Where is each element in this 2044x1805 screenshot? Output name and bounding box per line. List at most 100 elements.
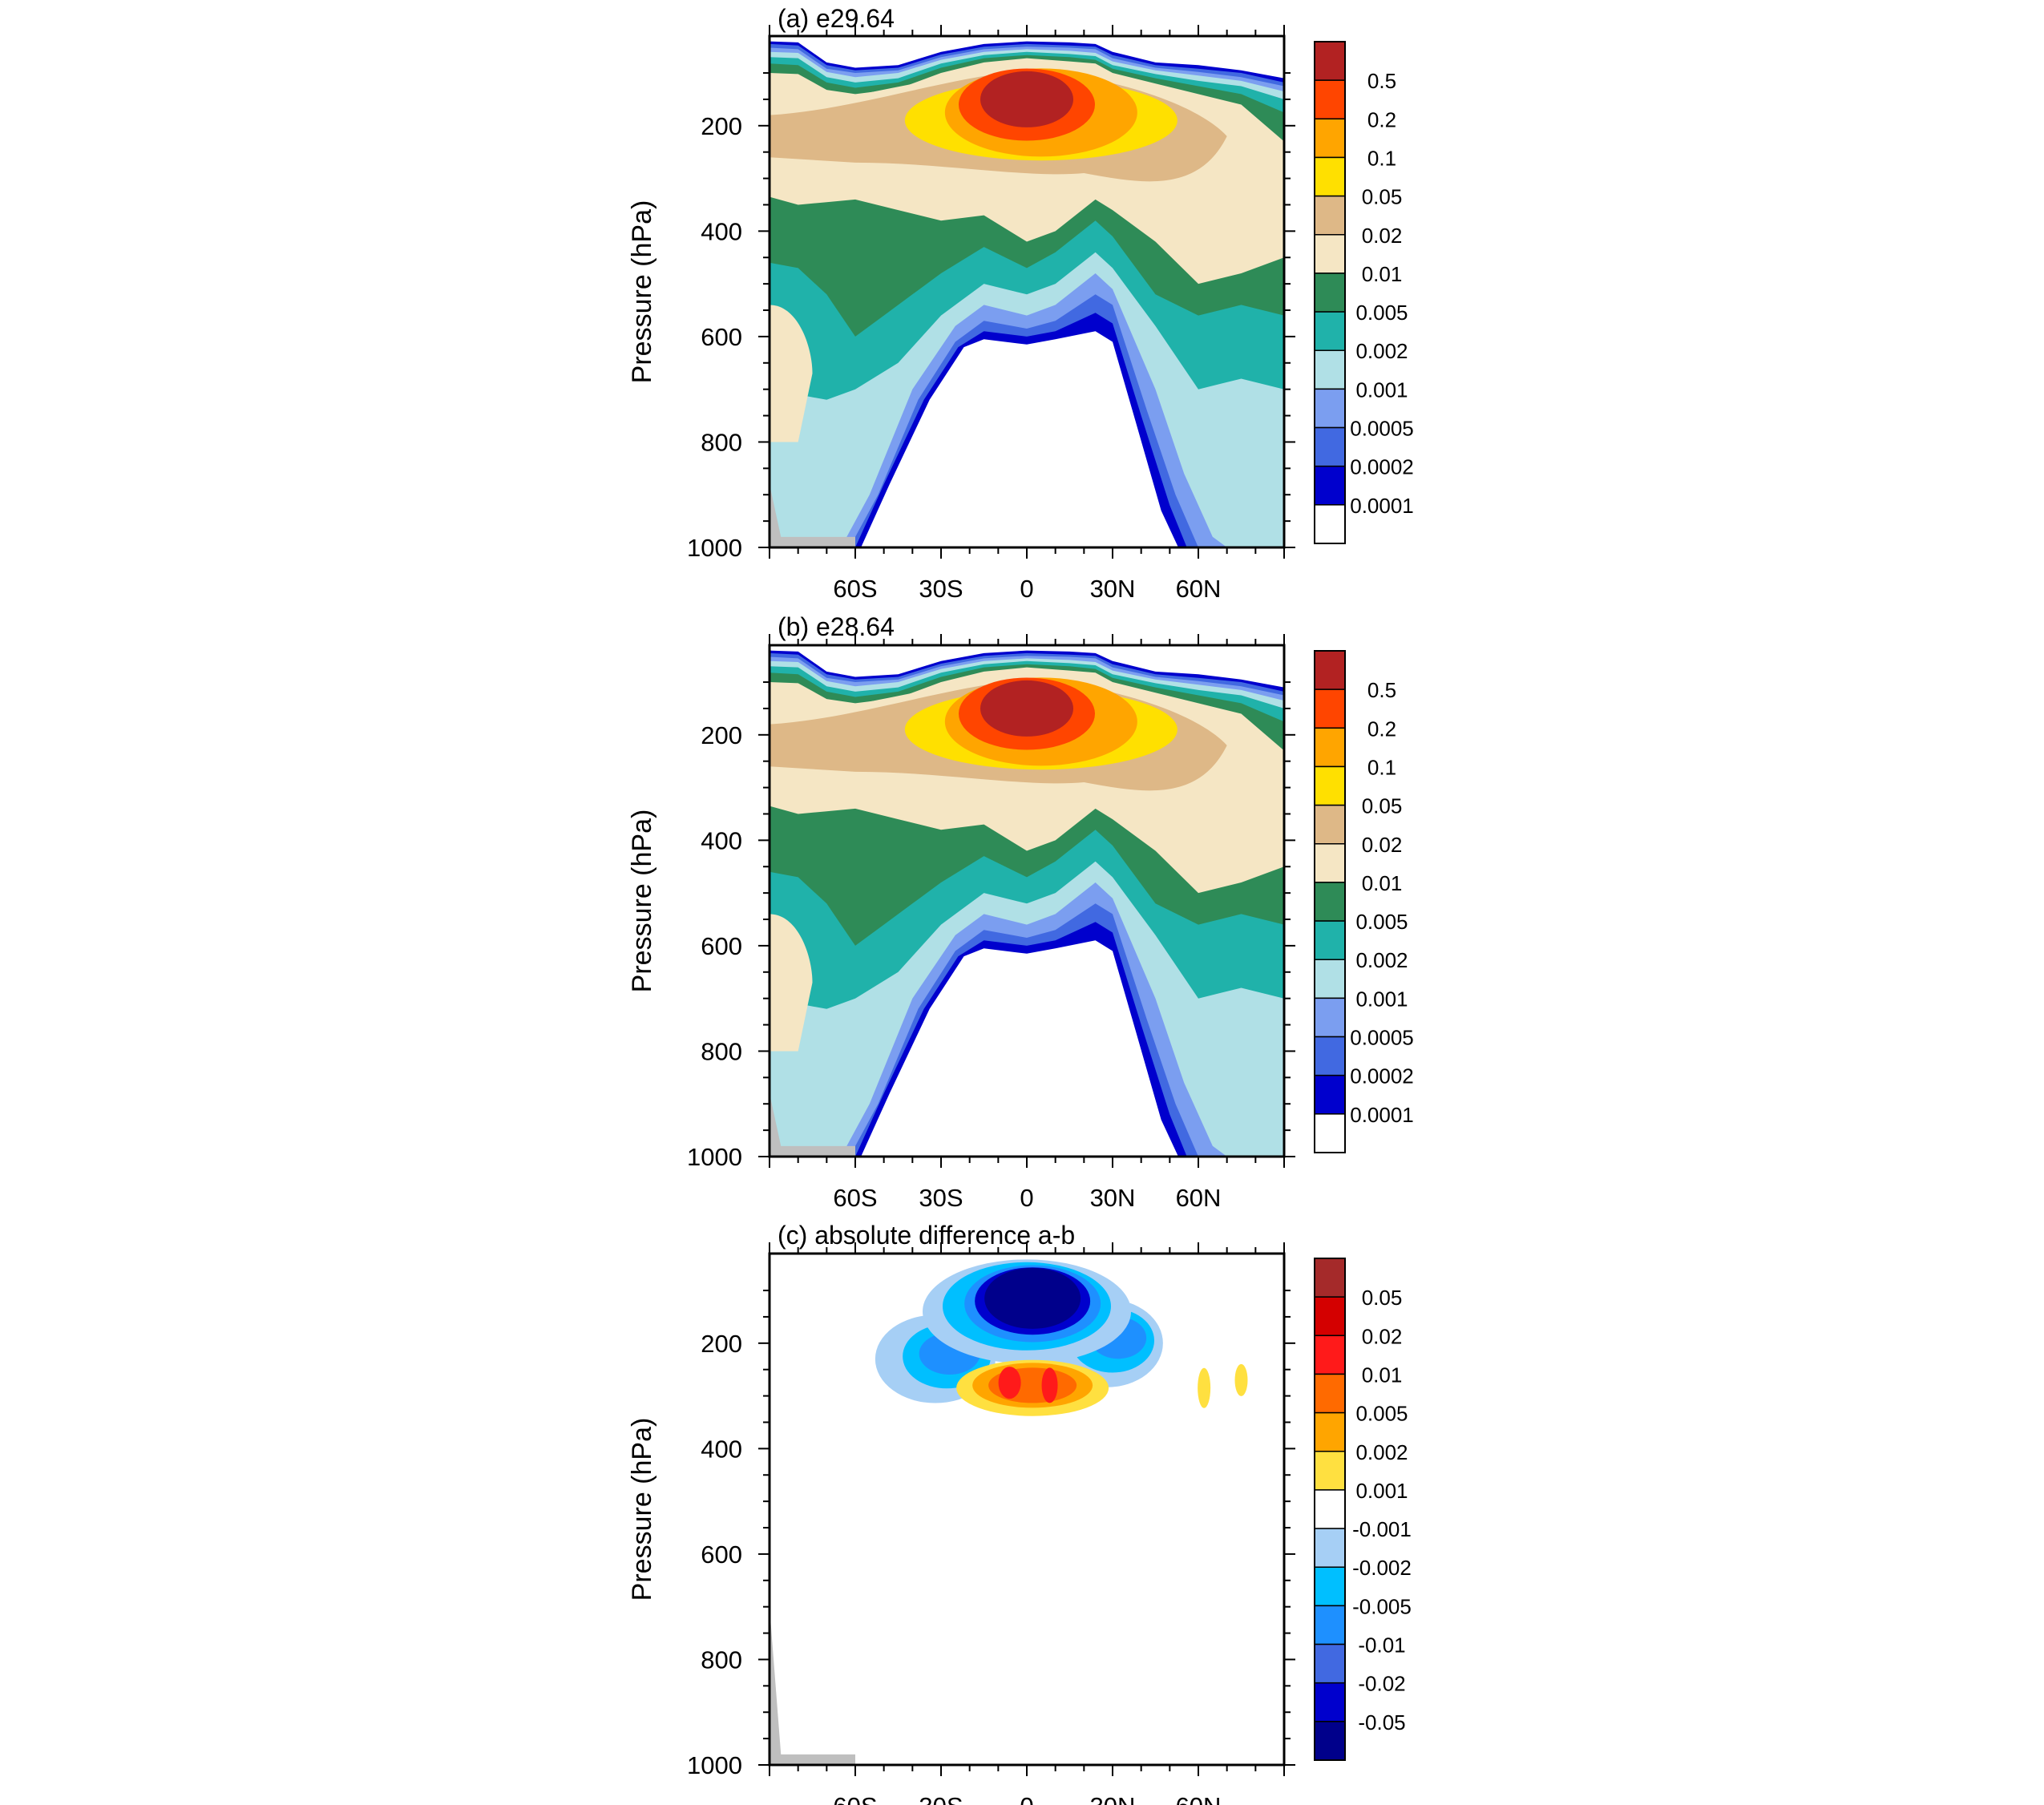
colorbar-swatch [1314,1258,1346,1298]
colorbar-swatch [1314,311,1346,351]
colorbar-label: 0.001 [1355,378,1408,402]
y-tick-label: 400 [701,217,742,245]
colorbar-label: -0.05 [1358,1710,1405,1734]
contour-band [1198,1367,1211,1408]
x-tick-label: 60N [1176,1792,1222,1805]
colorbar-label: 0.01 [1362,262,1403,286]
colorbar-swatch [1314,388,1346,429]
colorbar-label: 0.005 [1355,1402,1408,1426]
colorbar-label: 0.0001 [1350,1103,1414,1127]
x-tick-label: 60N [1176,575,1222,603]
colorbar-label: 0.01 [1362,871,1403,895]
colorbar-label: 0.05 [1362,794,1403,818]
colorbar-swatch [1314,273,1346,313]
colorbar-swatch [1314,997,1346,1038]
colorbar-swatch [1314,195,1346,236]
colorbar-label: 0.002 [1355,339,1408,363]
colorbar-label: 0.05 [1362,1286,1403,1310]
colorbar-label: 0.0005 [1350,1026,1414,1050]
colorbar-label: 0.0002 [1350,1064,1414,1088]
x-tick-label: 30S [919,1792,963,1805]
colorbar-label: 0.0005 [1350,417,1414,441]
colorbar-label: 0.001 [1355,1479,1408,1503]
colorbar-swatch [1314,1113,1346,1153]
colorbar-label: 0.01 [1362,1363,1403,1387]
y-tick-label: 1000 [687,534,742,562]
x-tick-label: 30N [1090,1184,1136,1212]
colorbar-label: -0.02 [1358,1672,1405,1696]
colorbar-swatch [1314,1036,1346,1076]
colorbar-label: 0.5 [1367,69,1396,93]
y-axis-label: Pressure (hPa) [627,810,657,993]
x-tick-label: 0 [1020,575,1033,603]
x-tick-label: 30N [1090,1792,1136,1805]
contour-band [770,331,1284,547]
colorbar-label: 0.0001 [1350,494,1414,518]
colorbar-swatch [1314,504,1346,544]
colorbar-label: 0.02 [1362,1324,1403,1348]
colorbar-label: 0.002 [1355,948,1408,972]
y-tick-label: 200 [701,1330,742,1358]
y-tick-label: 200 [701,721,742,749]
colorbar-swatch [1314,1373,1346,1414]
topography [770,1093,855,1157]
panel-title: (c) absolute difference a-b [778,1221,1075,1250]
contour-band [770,940,1284,1157]
contour-band [984,1267,1081,1329]
colorbar-swatch [1314,465,1346,506]
panel-title: (a) e29.64 [778,4,895,33]
contour-band [1041,1367,1058,1403]
colorbar-swatch [1314,426,1346,467]
colorbar-swatch [1314,234,1346,274]
colorbar-swatch [1314,79,1346,120]
colorbar-label: 0.005 [1355,301,1408,325]
colorbar-swatch [1314,1643,1346,1684]
colorbar-label: 0.05 [1362,185,1403,209]
colorbar-frame [1314,1258,1346,1761]
colorbar-label: 0.5 [1367,678,1396,702]
colorbar-swatch [1314,41,1346,81]
colorbar-swatch [1314,1566,1346,1607]
colorbar-label: 0.002 [1355,1440,1408,1464]
colorbar-swatch [1314,765,1346,806]
x-tick-label: 30N [1090,575,1136,603]
contour-band [770,305,813,442]
contour-field [770,1254,1284,1765]
y-axis-label: Pressure (hPa) [627,200,657,384]
colorbar-label: 0.001 [1355,987,1408,1011]
x-tick-label: 60N [1176,1184,1222,1212]
y-tick-label: 400 [701,1435,742,1463]
x-tick-label: 30S [919,1184,963,1212]
y-tick-label: 400 [701,826,742,854]
y-tick-label: 1000 [687,1751,742,1779]
y-axis-label: Pressure (hPa) [627,1418,657,1601]
panel-c: 200 400 600 800 1000 60S 30S 0 30N 60N (c) absolut… [627,1221,1412,1805]
colorbar-label: 0.2 [1367,107,1396,131]
colorbar-swatch [1314,1074,1346,1115]
y-tick-label: 1000 [687,1143,742,1171]
y-tick-label: 600 [701,932,742,960]
colorbar-label: -0.001 [1352,1517,1412,1541]
y-tick-label: 600 [701,323,742,351]
colorbar-swatch [1314,1335,1346,1375]
colorbar-label: 0.1 [1367,755,1396,779]
topography [770,484,855,547]
colorbar-swatch [1314,1605,1346,1645]
colorbar-swatch [1314,843,1346,883]
colorbar-frame [1314,650,1346,1153]
x-tick-label: 0 [1020,1792,1033,1805]
contour-band [1234,1363,1248,1396]
panel-title: (b) e28.64 [778,612,895,641]
x-tick-label: 60S [833,575,877,603]
x-tick-label: 0 [1020,1184,1033,1212]
contour-band [980,680,1073,737]
colorbar-swatch [1314,882,1346,922]
contour-band [980,71,1073,127]
contour-field [770,36,1284,547]
colorbar-swatch [1314,1411,1346,1452]
colorbar-swatch [1314,1489,1346,1529]
colorbar-swatch [1314,1721,1346,1761]
y-tick-label: 800 [701,1645,742,1674]
x-tick-label: 60S [833,1184,877,1212]
panel-a: 200 400 600 800 1000 60S 30S 0 30N 60N (a) e29.64 P… [627,4,1414,603]
